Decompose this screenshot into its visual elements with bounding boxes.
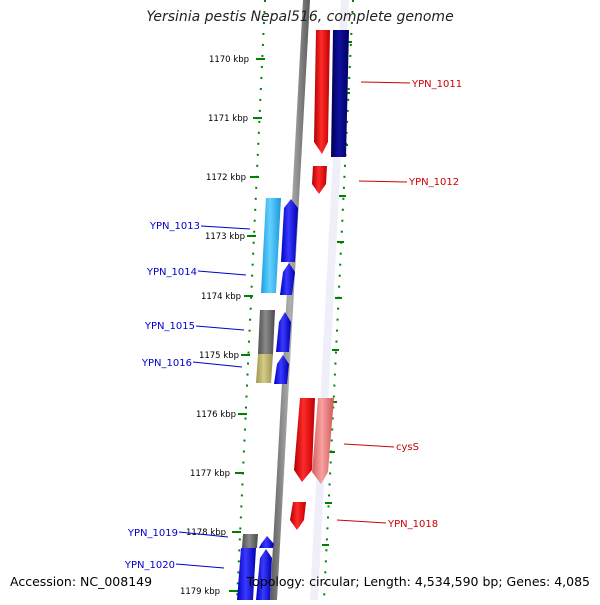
tick-label-1179: 1179 kbp bbox=[180, 587, 220, 597]
gene-ypn-1011-arrow bbox=[314, 30, 330, 154]
outer-ring-dotted bbox=[323, 0, 354, 601]
gene-label-ypn-1011: YPN_1011 bbox=[411, 79, 462, 90]
gene-navy-arrow bbox=[331, 30, 349, 157]
tick-label-1178: 1178 kbp bbox=[186, 528, 226, 538]
gene-blue-arrow-3 bbox=[274, 355, 289, 384]
gene-label-ypn-1020: YPN_1020 bbox=[124, 560, 175, 571]
gene-ypn-1015-bar bbox=[258, 310, 275, 354]
gene-ypn-1019-bar bbox=[242, 534, 258, 548]
tick-label-1173: 1173 kbp bbox=[205, 232, 245, 242]
gene-ypn-1014-arrow bbox=[280, 263, 295, 295]
gene-label-ypn-1013: YPN_1013 bbox=[149, 221, 200, 232]
gene-ypn-1016-bar bbox=[256, 354, 273, 383]
tick-label-1174: 1174 kbp bbox=[201, 292, 241, 302]
gene-ypn-1013-bar bbox=[261, 198, 281, 293]
left-gene-labels: YPN_1013 YPN_1014 YPN_1015 YPN_1016 YPN_… bbox=[124, 221, 200, 571]
gene-ypn-1018-arrow bbox=[290, 502, 306, 530]
tick-label-1170: 1170 kbp bbox=[209, 55, 249, 65]
gene-label-ypn-1012: YPN_1012 bbox=[408, 177, 459, 188]
gene-label-ypn-1018: YPN_1018 bbox=[387, 519, 438, 530]
gene-blue-arrow-1 bbox=[281, 199, 298, 262]
gene-blue-arrow-4 bbox=[259, 536, 274, 548]
gene-label-ypn-1015: YPN_1015 bbox=[144, 321, 195, 332]
genome-backbone bbox=[270, 0, 310, 600]
right-gene-labels: YPN_1011 YPN_1012 cysS YPN_1018 bbox=[387, 79, 462, 530]
tick-label-1175: 1175 kbp bbox=[199, 351, 239, 361]
gene-blue-arrow-5 bbox=[256, 549, 272, 600]
right-leader-lines bbox=[336, 81, 411, 524]
tick-label-1176: 1176 kbp bbox=[196, 410, 236, 420]
left-leader-lines bbox=[175, 225, 251, 569]
gene-pink-arrow bbox=[312, 398, 334, 484]
map-title: Yersinia pestis Nepal516, complete genom… bbox=[146, 9, 454, 25]
tick-label-1171: 1171 kbp bbox=[208, 114, 248, 124]
gene-ypn-1020-bar bbox=[237, 548, 256, 600]
gene-label-ypn-1016: YPN_1016 bbox=[141, 358, 192, 369]
inner-ring-dotted bbox=[236, 0, 266, 601]
gene-label-ypn-1019: YPN_1019 bbox=[127, 528, 178, 539]
genome-summary: Topology: circular; Length: 4,534,590 bp… bbox=[246, 574, 590, 589]
tick-label-1172: 1172 kbp bbox=[206, 173, 246, 183]
tick-labels: 1170 kbp 1171 kbp 1172 kbp 1173 kbp 1174… bbox=[180, 55, 249, 597]
gene-label-ypn-1014: YPN_1014 bbox=[146, 267, 197, 278]
gene-ypn-1012-arrow bbox=[312, 166, 327, 194]
accession-label: Accession: NC_008149 bbox=[10, 574, 153, 589]
gene-blue-arrow-2 bbox=[276, 312, 291, 352]
gene-cyss-arrow bbox=[294, 398, 315, 482]
gene-label-cyss: cysS bbox=[396, 442, 419, 453]
tick-label-1177: 1177 kbp bbox=[190, 469, 230, 479]
